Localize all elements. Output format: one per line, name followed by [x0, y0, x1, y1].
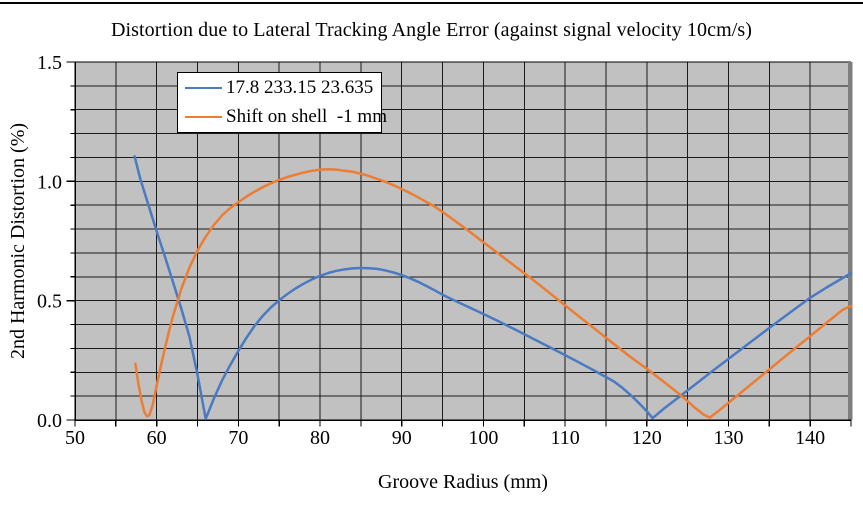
series-line-0 — [133, 155, 853, 421]
y-tick-label: 1.5 — [37, 52, 62, 74]
x-tick-label: 110 — [550, 427, 579, 449]
x-tick-label: 120 — [632, 427, 662, 449]
x-axis-title: Groove Radius (mm) — [378, 471, 548, 493]
x-tick-label: 140 — [795, 427, 825, 449]
x-tick-label: 80 — [310, 427, 330, 449]
chart-title: Distortion due to Lateral Tracking Angle… — [110, 19, 753, 41]
series-orange-line-swatch — [185, 115, 222, 118]
legend-item-series-blue: 17.8 233.15 23.635 — [178, 75, 381, 101]
y-tick-label: 0.0 — [37, 410, 62, 432]
legend-item-series-orange: Shift on shell -1 mm — [178, 104, 387, 130]
x-tick-label: 130 — [713, 427, 743, 449]
x-tick-label: 100 — [468, 427, 498, 449]
legend: 17.8 233.15 23.635 Shift on shell -1 mm — [177, 72, 387, 133]
x-tick-label: 90 — [392, 427, 412, 449]
plot-right-border — [848, 62, 853, 420]
x-tick-label: 60 — [147, 427, 167, 449]
top-border-line — [0, 2, 863, 4]
y-axis-title: 2nd Harmonic Distortion (%) — [7, 122, 29, 360]
legend-label-series-orange: Shift on shell -1 mm — [226, 105, 387, 127]
series-line-1 — [134, 167, 853, 419]
y-tick-label: 0.5 — [37, 291, 62, 313]
x-tick-label: 70 — [228, 427, 248, 449]
legend-label-series-blue: 17.8 233.15 23.635 — [226, 77, 374, 99]
x-tick-label: 50 — [65, 427, 85, 449]
series-blue-line-swatch — [185, 87, 222, 90]
y-tick-label: 1.0 — [37, 171, 62, 193]
